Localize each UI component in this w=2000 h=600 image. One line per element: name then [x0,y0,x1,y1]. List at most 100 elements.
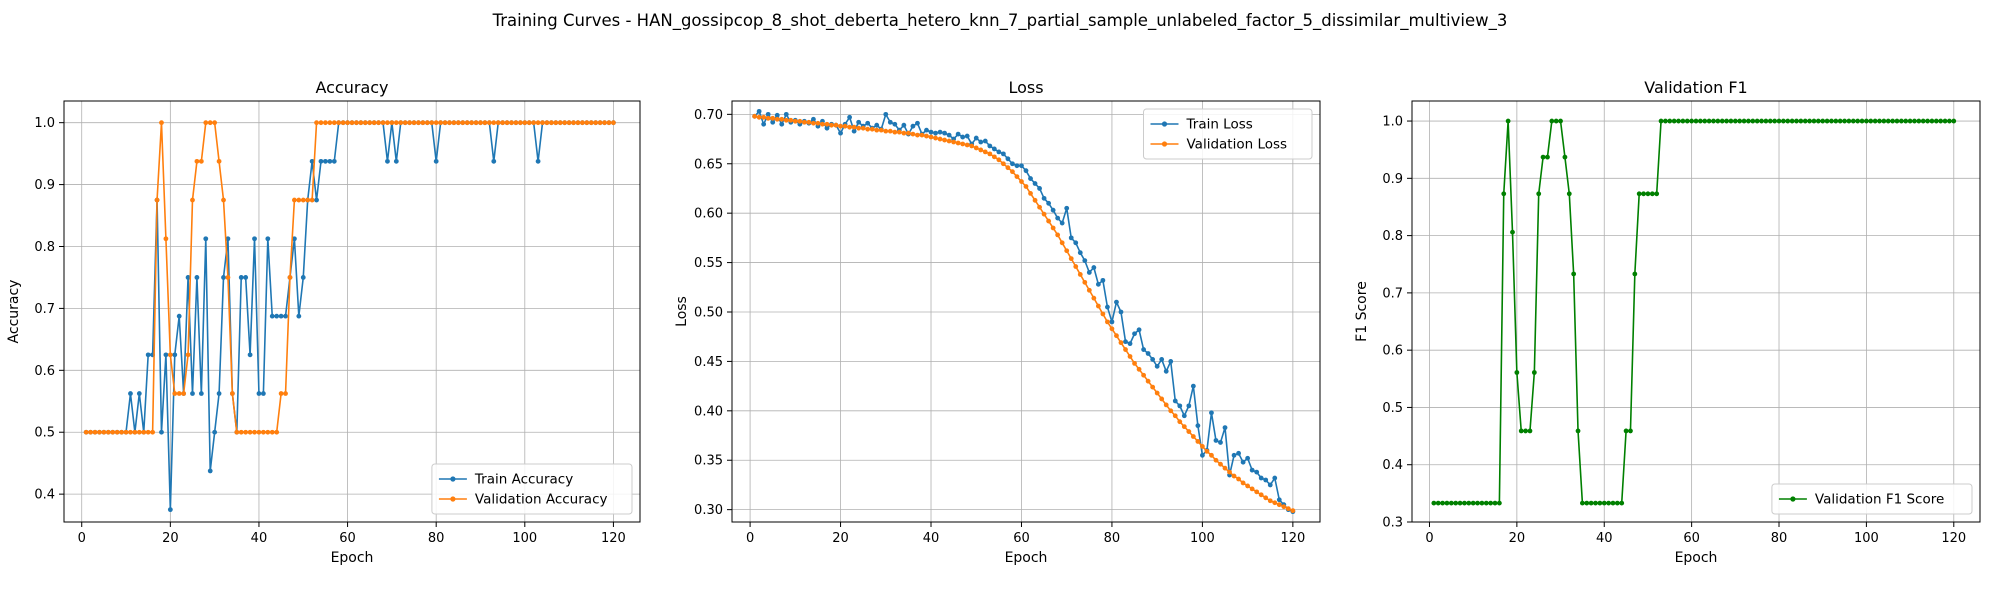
loss-y-tick-label: 0.55 [694,256,723,271]
validation-accuracy-point [283,391,288,396]
validation-f1-score-point [1667,118,1673,124]
train-loss-point [765,111,771,117]
validation-loss-point [1127,354,1133,359]
train-loss-point [1059,220,1065,226]
validation-loss-point [937,136,943,142]
accuracy-x-tick-label: 80 [428,531,445,546]
validation-loss-point [910,131,916,137]
train-loss-point [883,111,889,117]
validation-loss-point [1010,169,1015,175]
validation-f1-score-point [1553,118,1559,124]
train-loss-point [987,143,993,149]
validation-accuracy-point [172,391,178,396]
validation-loss-point [1154,390,1160,396]
validation-accuracy-point [402,120,408,126]
validation-f1-score-point [1496,500,1502,506]
loss-y-tick-label: 0.70 [694,108,723,123]
train-accuracy-point [265,236,271,242]
train-loss-point [1272,475,1278,481]
train-loss-point [1114,299,1119,305]
validation-loss-point [924,133,929,139]
accuracy-y-tick-label: 0.8 [34,240,55,255]
validation-accuracy-point [580,120,585,126]
validation-loss-point [1281,504,1287,510]
validation-accuracy-point [420,120,426,126]
validation-loss-point [1168,408,1174,414]
train-accuracy-point [252,236,257,242]
validation-f1-x-tick-label: 60 [1683,531,1700,546]
validation-loss-point [1123,347,1128,352]
validation-f1-score-point [1877,118,1882,124]
train-accuracy-point [393,158,399,164]
train-loss-point [1163,368,1169,374]
validation-accuracy-point [287,275,293,280]
validation-loss-point [887,128,893,134]
train-accuracy-point [385,158,390,164]
validation-f1-score-point [1829,118,1834,124]
validation-f1-score-point [1501,191,1507,197]
validation-loss-point [951,139,957,145]
validation-accuracy-point [216,158,222,164]
validation-f1-score-point [1606,500,1612,506]
validation-loss-point [1222,465,1228,471]
validation-f1-score-point [1649,191,1655,197]
train-loss-point [1032,181,1038,186]
validation-f1-score-point [1462,500,1467,506]
loss-legend-frame [1143,108,1313,160]
validation-loss-point [1163,402,1169,408]
validation-f1-score-point [1671,118,1677,124]
validation-f1-score-point [1833,118,1839,124]
validation-f1-score-point [1776,118,1782,124]
validation-accuracy-point [234,429,240,435]
train-accuracy-point [238,275,244,280]
validation-loss-point [1200,444,1205,449]
train-accuracy-point [283,313,288,319]
train-loss-point [915,120,920,126]
validation-f1-y-tick-label: 0.6 [1382,344,1403,359]
validation-accuracy-point [243,429,249,435]
validation-f1-legend-frame [1771,483,1973,515]
validation-loss-point [824,121,830,127]
validation-loss-point [815,120,821,126]
validation-f1-score-point [1920,118,1926,124]
train-loss-point [1019,163,1024,169]
validation-f1-score-point [1444,500,1450,506]
accuracy-legend-frame [431,463,633,515]
validation-f1-score-point [1479,500,1485,506]
validation-accuracy-point [105,429,111,435]
train-loss-point [924,127,929,133]
train-loss-point [1000,151,1006,157]
validation-f1-score-point [1619,500,1625,506]
train-loss-point [937,129,943,135]
validation-accuracy-point [597,120,603,126]
train-loss-point [960,134,966,140]
train-loss-point [770,119,776,125]
validation-accuracy-point [451,120,457,126]
validation-f1-score-point [1737,118,1743,124]
validation-f1-x-axis-label: Epoch [1675,550,1718,566]
validation-accuracy-point [367,120,373,126]
validation-f1-score-point [1575,428,1581,434]
train-loss-point [1186,403,1192,409]
validation-f1-score-point [1824,118,1830,124]
train-loss-point [811,116,816,122]
train-loss-point [1010,161,1015,167]
validation-loss-point [901,130,907,136]
validation-loss-point [842,123,848,129]
train-loss-point [1172,398,1178,404]
validation-accuracy-point [447,120,452,126]
validation-accuracy-point [167,352,173,358]
validation-f1-score-point [1466,500,1472,506]
validation-f1-score-point [1601,500,1607,506]
validation-loss-point [797,118,803,124]
train-accuracy-point [203,236,209,242]
train-loss-point [1050,207,1056,213]
validation-f1-score-point [1518,428,1524,434]
validation-accuracy-point [300,197,306,203]
validation-loss-point [1023,184,1029,189]
train-loss-point [1100,277,1106,283]
validation-loss-point [1100,311,1106,317]
validation-f1-score-point [1654,191,1660,197]
validation-f1-score-point [1527,428,1533,434]
validation-accuracy-point [429,120,435,126]
